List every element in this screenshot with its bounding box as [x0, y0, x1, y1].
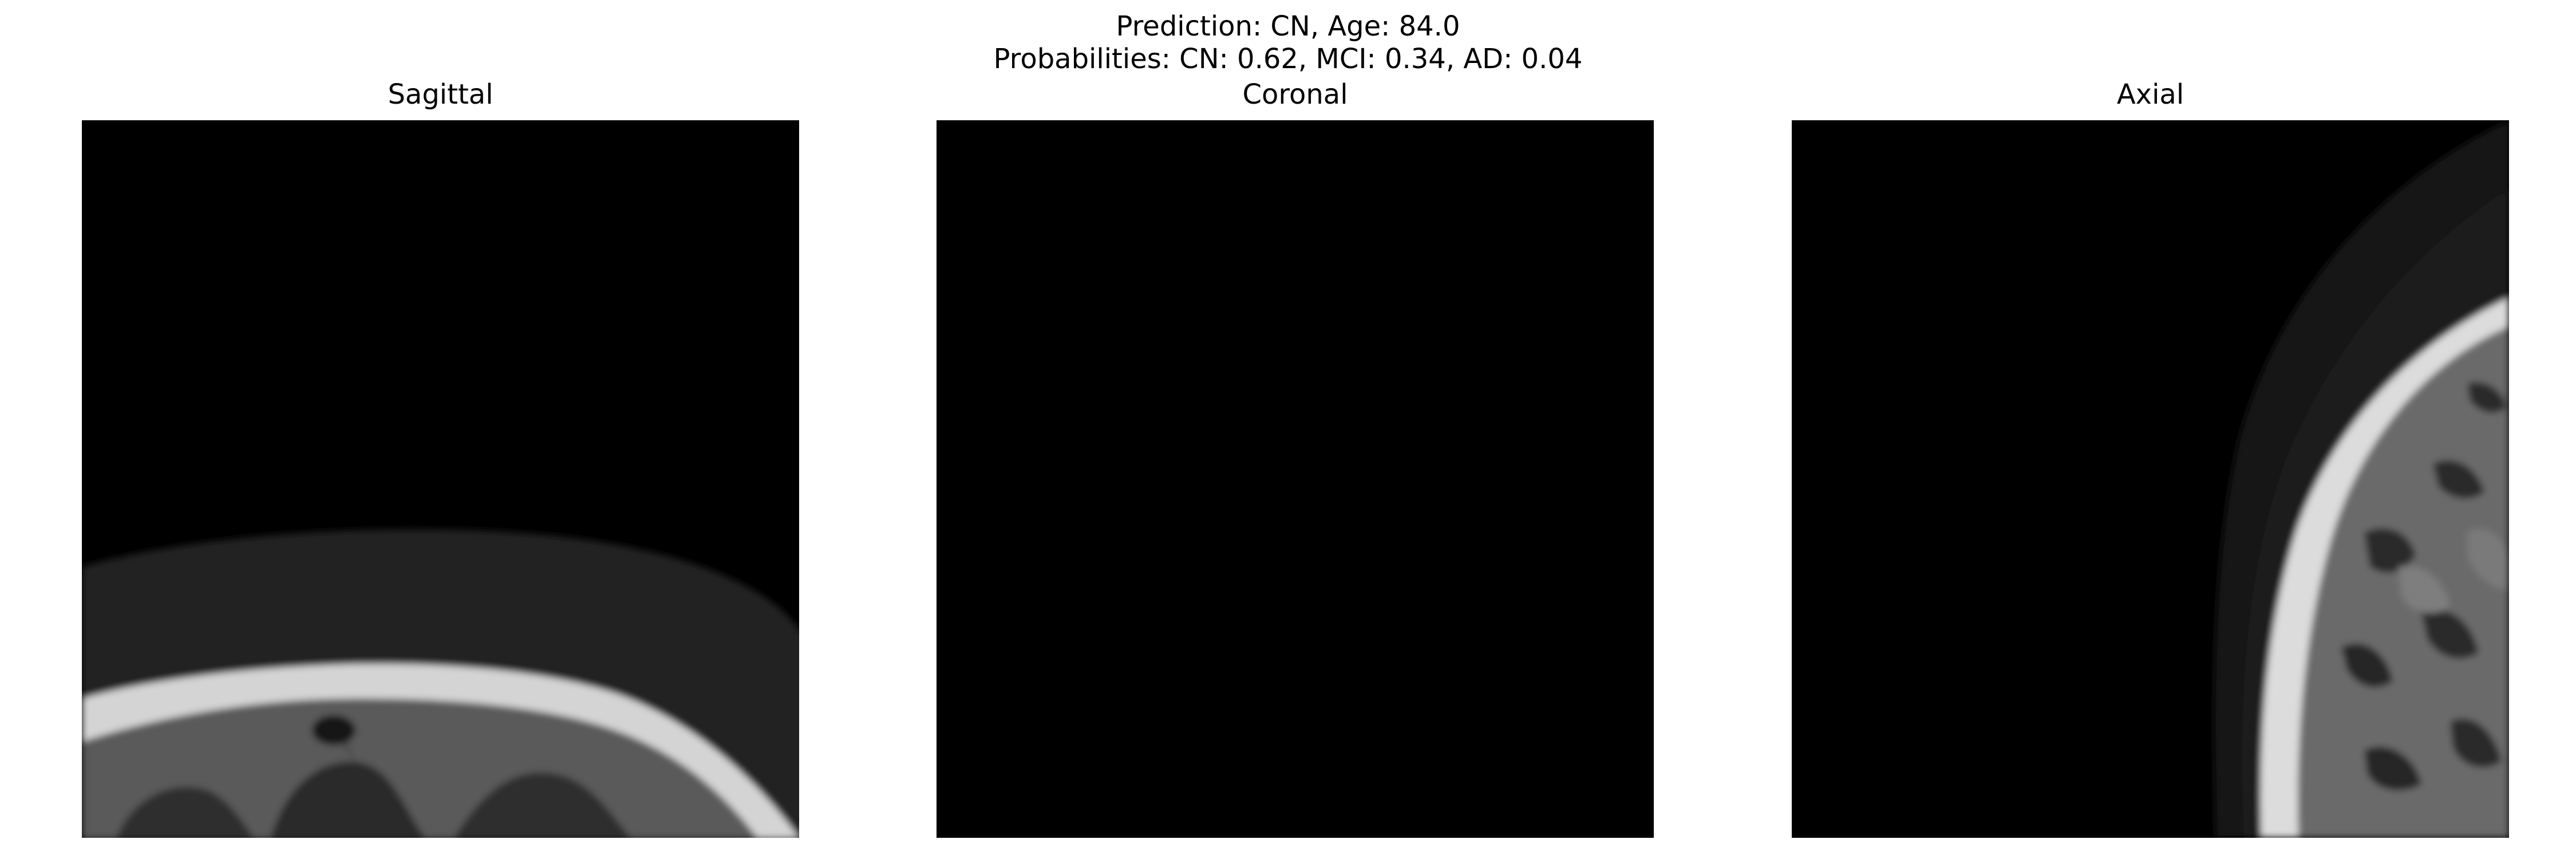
sagittal-title: Sagittal [388, 78, 493, 111]
coronal-title: Coronal [1242, 78, 1348, 111]
axial-title: Axial [2116, 78, 2184, 111]
coronal-mri-slice [937, 120, 1654, 838]
probabilities-text: Probabilities: CN: 0.62, MCI: 0.34, AD: … [993, 43, 1583, 75]
axial-mri-slice [1792, 120, 2509, 838]
figure-suptitle: Prediction: CN, Age: 84.0 Probabilities:… [0, 10, 2576, 76]
coronal-view [937, 120, 1654, 838]
sagittal-view [82, 120, 799, 838]
sagittal-mri-slice [82, 120, 799, 838]
axial-view [1792, 120, 2509, 838]
prediction-text: Prediction: CN, Age: 84.0 [1116, 10, 1460, 42]
